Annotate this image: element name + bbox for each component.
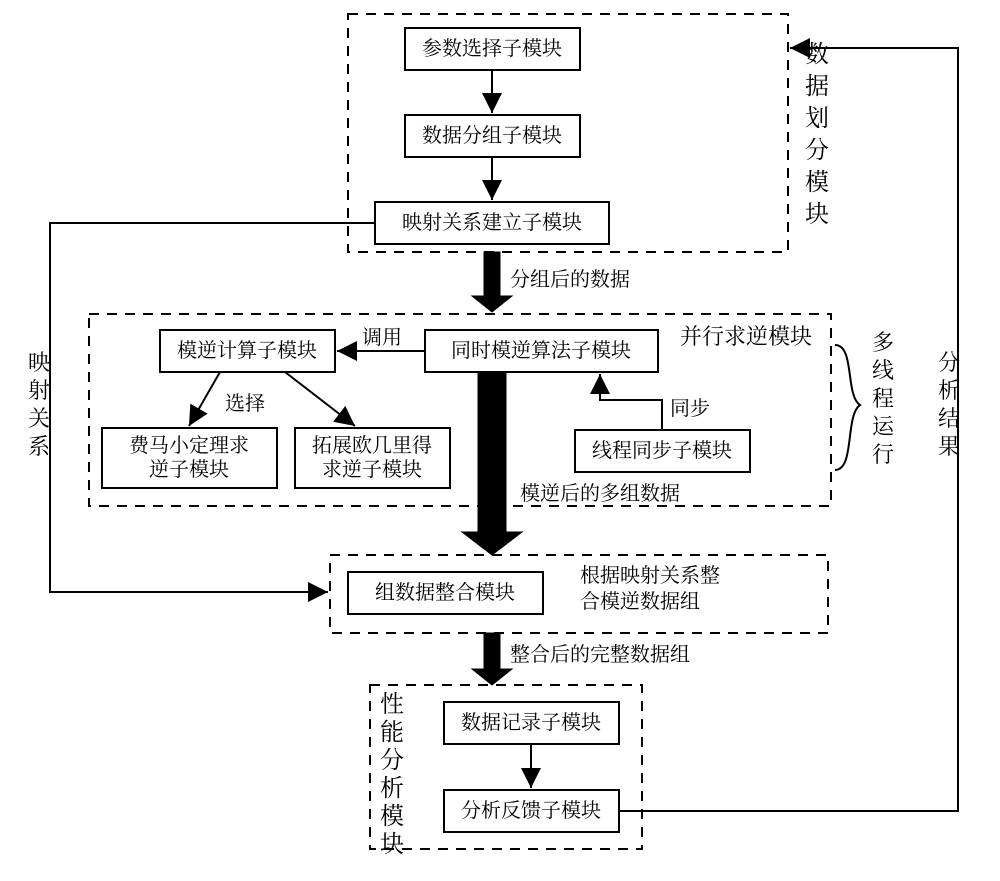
svg-text:拓展欧几里得求逆子模块: 拓展欧几里得求逆子模块 [312, 429, 432, 482]
flowchart-canvas: 数 据 划 分 模 块 并行求逆模块 根据映射关系整 合模逆数据组 性 能 分 … [0, 0, 1000, 881]
edge-sync [600, 374, 662, 430]
node-mapping: 映射关系建立子模块 [375, 202, 609, 244]
edge-modinv-groups [462, 372, 522, 555]
brace-multithread [835, 345, 860, 470]
node-fermat: 费马小定理求逆子模块 [102, 428, 277, 488]
edge-grouped-data-label: 分组后的数据 [510, 263, 630, 292]
node-record: 数据记录子模块 [444, 702, 619, 744]
edge-call-label: 调用 [362, 321, 402, 350]
edge-modinv-groups-label: 模逆后的多组数据 [520, 477, 680, 506]
svg-text:数据记录子模块: 数据记录子模块 [461, 706, 601, 735]
svg-text:线程同步子模块: 线程同步子模块 [592, 434, 732, 463]
group-parallel-inverse-label: 并行求逆模块 [680, 320, 812, 351]
brace-multithread-label: 多 线 程 运 行 [872, 326, 900, 469]
node-feedback: 分析反馈子模块 [444, 790, 619, 832]
svg-text:数据分组子模块: 数据分组子模块 [422, 119, 562, 148]
edge-select-2 [285, 372, 355, 426]
edge-integrated-data-label: 整合后的完整数据组 [510, 638, 690, 667]
svg-text:映射关系建立子模块: 映射关系建立子模块 [402, 206, 582, 235]
edge-select-label: 选择 [225, 387, 265, 416]
node-data-group: 数据分组子模块 [405, 115, 580, 157]
edge-analysis-result-label: 分 析 结 果 [938, 346, 966, 461]
edge-integrated-data [472, 633, 512, 685]
node-thread-sync: 线程同步子模块 [575, 430, 750, 472]
svg-text:同时模逆算法子模块: 同时模逆算法子模块 [451, 334, 631, 363]
svg-text:参数选择子模块: 参数选择子模块 [422, 32, 562, 61]
edge-mapping-rel-label: 映 射 关 系 [28, 346, 56, 461]
edge-sync-label: 同步 [670, 392, 710, 421]
group-data-partition-label: 数 据 划 分 模 块 [805, 34, 835, 229]
node-param-select: 参数选择子模块 [405, 28, 580, 70]
group-perf-analysis-label: 性 能 分 析 模 块 [380, 684, 410, 859]
group-integration-note: 根据映射关系整 合模逆数据组 [580, 559, 725, 614]
node-ext-euclid: 拓展欧几里得求逆子模块 [295, 428, 450, 488]
svg-text:组数据整合模块: 组数据整合模块 [375, 576, 515, 605]
edge-grouped-data [472, 252, 512, 312]
node-integrate: 组数据整合模块 [348, 572, 543, 614]
svg-text:分析反馈子模块: 分析反馈子模块 [461, 794, 601, 823]
edge-mapping-rel [50, 223, 375, 592]
node-simul-modinv: 同时模逆算法子模块 [425, 330, 658, 372]
node-modinv-calc: 模逆计算子模块 [160, 330, 335, 372]
svg-text:模逆计算子模块: 模逆计算子模块 [177, 334, 317, 363]
edge-select-1 [189, 372, 220, 426]
